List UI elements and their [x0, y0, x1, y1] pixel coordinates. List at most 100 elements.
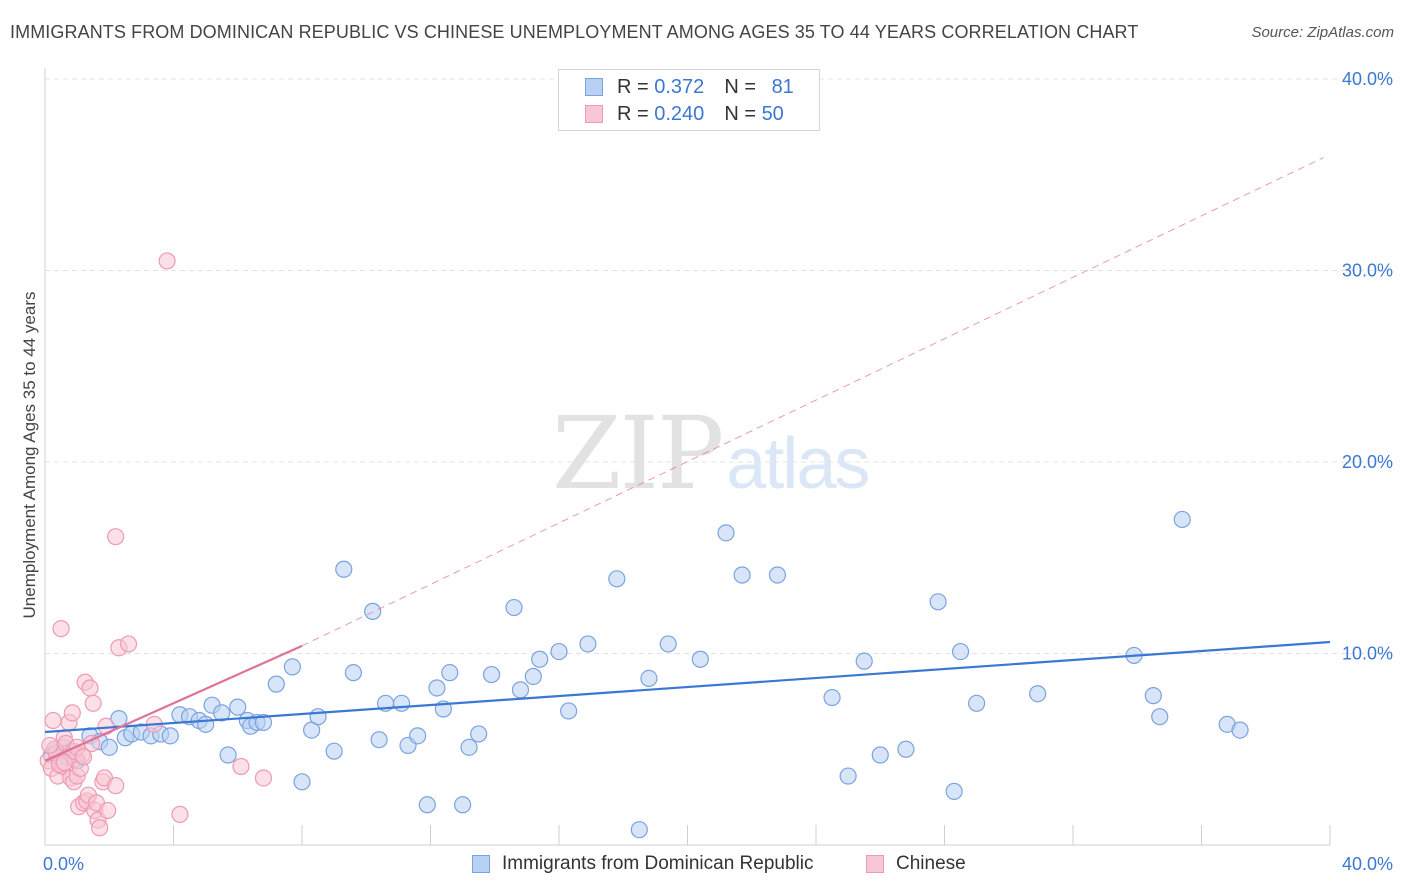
- dominican-point: [1029, 685, 1047, 703]
- chinese-point: [91, 819, 109, 837]
- watermark-atlas: atlas: [726, 424, 870, 504]
- chinese-point: [55, 754, 73, 772]
- dominican-point: [309, 708, 327, 726]
- dominican-point: [659, 635, 677, 653]
- chinese-point: [84, 694, 102, 712]
- legend-r-label: R =: [617, 102, 649, 125]
- chinese-trend-line: [44, 644, 303, 762]
- chinese-point: [41, 736, 59, 755]
- y-tick-label: 10.0%: [1342, 644, 1393, 664]
- dominican-point: [951, 642, 970, 661]
- bottom-legend-label: Immigrants from Dominican Republic: [502, 853, 814, 874]
- correlation-legend: R = 0.372 N = 81 R = 0.240 N = 50: [558, 69, 820, 131]
- dominican-point: [197, 715, 215, 733]
- dominican-point: [293, 773, 311, 791]
- dominican-point: [460, 738, 478, 756]
- y-axis-label: Unemployment Among Ages 35 to 44 years: [20, 291, 39, 619]
- bottom-legend-dominican: Immigrants from Dominican Republic: [472, 851, 814, 877]
- legend-swatch-pink: [585, 105, 603, 123]
- dominican-point: [100, 738, 118, 756]
- legend-n-label: N =: [724, 102, 756, 125]
- chinese-point: [254, 769, 273, 787]
- chinese-point: [107, 528, 125, 546]
- dominican-point: [855, 652, 873, 670]
- dominican-point: [335, 560, 353, 578]
- chinese-point: [63, 704, 81, 722]
- dominican-point: [1173, 510, 1191, 529]
- dominican-point: [871, 746, 889, 764]
- dominican-point: [640, 669, 658, 687]
- dominican-point: [768, 566, 787, 584]
- chinese-point: [81, 679, 99, 697]
- bottom-legend-swatch-blue: [472, 855, 490, 873]
- dominican-point: [392, 694, 411, 712]
- dominican-point: [524, 667, 542, 686]
- dominican-trend-line: [44, 640, 1331, 734]
- dominican-point: [344, 664, 362, 682]
- legend-row-chinese: R = 0.240 N = 50: [585, 101, 784, 127]
- dominican-point: [441, 664, 459, 682]
- chinese-point: [158, 252, 176, 270]
- watermark: ZIPatlas: [552, 395, 870, 512]
- dominican-point: [470, 725, 488, 743]
- legend-r-value: 0.372: [654, 75, 705, 98]
- dominican-point: [733, 566, 751, 584]
- legend-row-dominican: R = 0.372 N = 81: [585, 74, 794, 100]
- dominican-point: [608, 570, 626, 588]
- dominican-point: [364, 602, 382, 620]
- bottom-legend-swatch-pink: [866, 855, 884, 873]
- dominican-point: [550, 642, 568, 661]
- dominican-point: [370, 731, 388, 749]
- dominican-point: [579, 635, 597, 653]
- dominican-point: [968, 694, 986, 712]
- dominican-point: [1151, 708, 1169, 726]
- dominican-point: [823, 688, 841, 707]
- dominican-point: [717, 524, 735, 542]
- dominican-point: [929, 593, 947, 611]
- bottom-legend-label: Chinese: [896, 853, 966, 874]
- x-tick-label-min: 0.0%: [43, 854, 84, 874]
- dominican-point: [254, 713, 273, 732]
- chinese-point: [171, 805, 189, 823]
- y-tick-label: 30.0%: [1342, 261, 1393, 281]
- dominican-point: [482, 665, 501, 684]
- legend-n-value: 81: [771, 75, 794, 98]
- chart-title: IMMIGRANTS FROM DOMINICAN REPUBLIC VS CH…: [10, 22, 1139, 42]
- legend-r-label: R =: [617, 75, 649, 98]
- dominican-point: [454, 796, 472, 814]
- legend-n-value: 50: [761, 102, 784, 125]
- dominican-point: [505, 598, 523, 617]
- dominican-point: [1231, 721, 1249, 739]
- dominican-point: [409, 727, 427, 745]
- dominican-point: [897, 740, 915, 758]
- dominican-point: [1144, 687, 1162, 705]
- dominican-point: [161, 727, 179, 745]
- dominican-point: [945, 782, 963, 800]
- dominican-point: [839, 767, 857, 785]
- y-tick-label: 20.0%: [1342, 452, 1393, 472]
- dominican-point: [691, 650, 709, 668]
- x-tick-label-max: 40.0%: [1342, 854, 1393, 874]
- dominican-point: [283, 658, 301, 676]
- chinese-point: [107, 777, 125, 795]
- chinese-point: [44, 711, 62, 730]
- dominican-point: [219, 746, 237, 764]
- watermark-zip: ZIP: [552, 395, 724, 512]
- dominican-point: [418, 796, 436, 814]
- chinese-point: [119, 635, 138, 653]
- dominican-point: [531, 650, 549, 668]
- dominican-point: [213, 704, 231, 722]
- dominican-point: [428, 679, 446, 697]
- chinese-point: [74, 748, 93, 766]
- y-tick-label: 40.0%: [1342, 69, 1393, 89]
- bottom-legend-chinese: Chinese: [866, 851, 966, 877]
- dominican-point: [267, 675, 285, 693]
- dominican-point: [511, 681, 530, 699]
- chinese-point: [99, 801, 117, 820]
- source-label: Source: ZipAtlas.com: [1251, 24, 1394, 41]
- chinese-trend-line-extended: [301, 157, 1324, 647]
- dominican-point: [560, 702, 578, 720]
- dominican-point: [229, 698, 247, 716]
- dominican-point: [325, 742, 343, 760]
- legend-r-value: 0.240: [654, 102, 705, 125]
